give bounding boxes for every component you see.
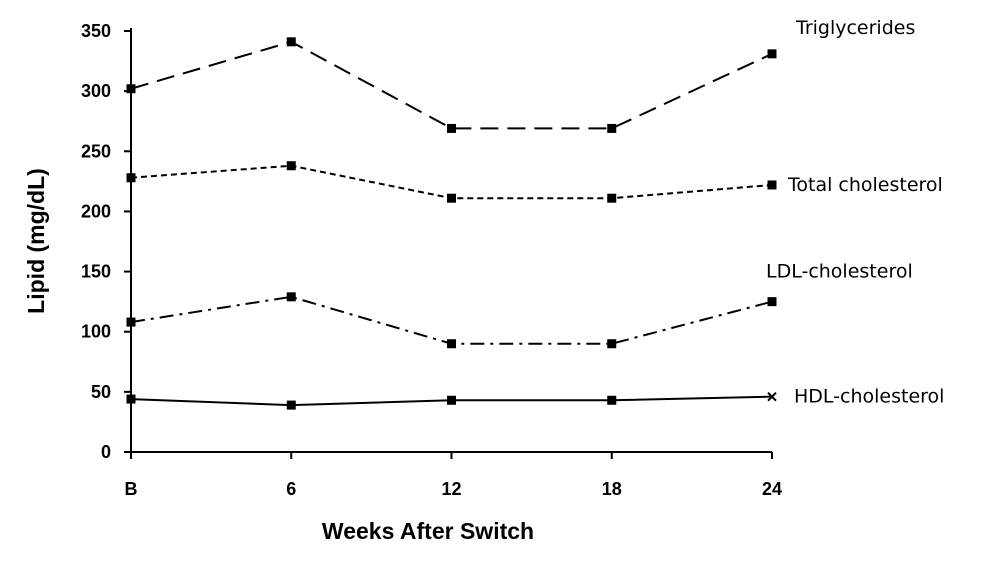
- data-point-marker: [607, 193, 617, 203]
- data-point-marker: [447, 395, 456, 405]
- data-point-marker: [447, 339, 456, 349]
- data-point-marker: [447, 123, 456, 133]
- x-ticks: B 6 12 18 24: [125, 452, 782, 499]
- y-tick-label: 200: [81, 201, 111, 221]
- series-label: Triglycerides: [795, 17, 915, 39]
- data-point-marker: [286, 161, 296, 171]
- x-tick-label: B: [125, 479, 138, 499]
- x-tick-label: 6: [286, 479, 296, 499]
- data-point-marker: [126, 394, 136, 404]
- data-point-marker: [607, 395, 617, 405]
- data-point-marker: [447, 193, 456, 203]
- series-labels: Triglycerides Total cholesterol LDL-choles…: [766, 17, 944, 408]
- data-point-marker: [607, 123, 617, 133]
- data-point-marker: [767, 297, 777, 307]
- data-point-marker: [767, 49, 777, 59]
- y-tick-label: 50: [91, 382, 111, 402]
- series-line-triglycerides: [130, 40, 773, 130]
- data-point-marker: [126, 173, 136, 183]
- series-label: LDL-cholesterol: [766, 261, 913, 283]
- y-tick-label: 0: [101, 442, 111, 462]
- data-point-marker: [286, 292, 296, 302]
- series-line-ldl-cholesterol: [130, 295, 773, 345]
- series-line-total-cholesterol: [130, 164, 773, 200]
- series-lines: [126, 37, 777, 410]
- data-point-marker: [126, 317, 136, 327]
- y-tick-label: 350: [81, 21, 111, 41]
- data-point-marker: [607, 339, 617, 349]
- x-tick-label: 24: [762, 479, 782, 499]
- axes: [130, 28, 772, 453]
- y-tick-label: 150: [81, 262, 111, 282]
- series-label: HDL-cholesterol: [794, 386, 944, 408]
- y-tick-label: 250: [81, 141, 111, 161]
- data-point-marker: [767, 180, 777, 190]
- series-label: Total cholesterol: [787, 174, 943, 196]
- y-tick-label: 300: [81, 81, 111, 101]
- x-tick-label: 12: [441, 479, 461, 499]
- y-ticks: 0 50 100 150 200 250 300 350: [81, 21, 131, 462]
- data-point-marker: [286, 400, 296, 410]
- data-point-marker: [767, 391, 777, 402]
- y-tick-label: 100: [81, 322, 111, 342]
- data-point-marker: [126, 84, 136, 94]
- y-axis-title: Lipid (mg/dL): [23, 168, 49, 314]
- data-point-marker: [286, 37, 296, 47]
- x-axis-title: Weeks After Switch: [322, 518, 534, 544]
- x-tick-label: 18: [602, 479, 622, 499]
